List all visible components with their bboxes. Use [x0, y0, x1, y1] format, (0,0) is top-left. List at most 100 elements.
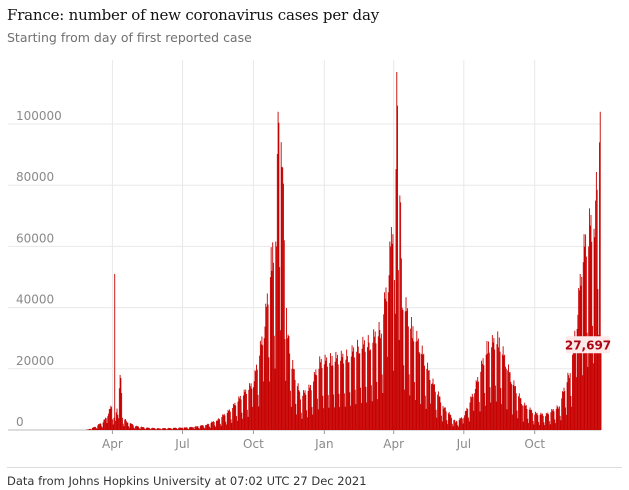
- daily-case-bar: [308, 384, 310, 430]
- daily-case-bar: [107, 416, 109, 430]
- daily-case-bar: [202, 425, 204, 430]
- daily-case-bar: [492, 342, 494, 430]
- daily-case-bar: [507, 370, 509, 430]
- daily-case-bar: [279, 330, 281, 430]
- daily-case-bar: [478, 402, 480, 430]
- daily-case-bar: [480, 371, 482, 430]
- daily-case-bar: [339, 406, 341, 430]
- daily-case-bar: [528, 409, 530, 430]
- daily-case-bar: [229, 411, 231, 430]
- daily-case-bar: [505, 368, 507, 430]
- daily-case-bar: [202, 425, 204, 430]
- daily-case-bar: [255, 371, 257, 430]
- daily-case-bar: [520, 398, 522, 430]
- daily-case-bar: [346, 349, 348, 430]
- daily-case-bar: [217, 419, 219, 430]
- daily-case-bar: [545, 412, 547, 430]
- daily-case-bar: [256, 364, 257, 430]
- daily-case-bar: [590, 214, 592, 430]
- daily-case-bar: [97, 425, 99, 430]
- daily-case-bar: [291, 368, 293, 430]
- daily-case-bar: [465, 410, 467, 430]
- daily-case-bar: [372, 342, 374, 430]
- daily-case-bar: [387, 356, 388, 430]
- daily-case-bar: [451, 417, 452, 430]
- daily-case-bar: [498, 337, 500, 430]
- daily-case-bar: [497, 331, 499, 430]
- daily-case-bar: [296, 386, 298, 430]
- daily-case-bar: [266, 306, 267, 430]
- daily-case-bar: [501, 404, 503, 430]
- daily-case-bar: [381, 374, 383, 430]
- daily-case-bar: [155, 429, 157, 430]
- daily-case-bar: [249, 383, 251, 430]
- daily-case-bar: [191, 426, 193, 430]
- daily-case-bar: [165, 429, 167, 430]
- daily-case-bar: [457, 426, 459, 430]
- daily-case-bar: [442, 405, 444, 430]
- daily-case-bar: [99, 423, 101, 430]
- daily-case-bar: [417, 338, 419, 430]
- daily-case-bar: [515, 393, 517, 430]
- daily-case-bar: [161, 429, 163, 430]
- daily-case-bar: [504, 366, 506, 430]
- daily-case-bar: [521, 405, 523, 430]
- daily-case-bar: [396, 72, 398, 430]
- daily-case-bar: [445, 411, 447, 430]
- daily-case-bar: [129, 423, 131, 430]
- daily-case-bar: [270, 247, 272, 430]
- daily-case-bar: [373, 329, 375, 430]
- daily-case-bar: [287, 334, 289, 430]
- daily-case-bar: [366, 402, 368, 430]
- daily-case-bar: [207, 423, 209, 430]
- daily-case-bar: [540, 412, 542, 430]
- daily-case-bar: [278, 122, 280, 431]
- daily-case-bar: [98, 424, 100, 430]
- daily-case-bar: [118, 418, 120, 430]
- daily-case-bar: [494, 385, 496, 430]
- daily-case-bar: [263, 381, 264, 430]
- daily-case-bar: [212, 421, 214, 430]
- daily-case-bar: [466, 407, 468, 430]
- daily-case-bar: [345, 359, 347, 430]
- daily-case-bar: [276, 154, 278, 430]
- daily-case-bar: [101, 426, 103, 430]
- daily-case-bar: [125, 420, 127, 430]
- daily-case-bar: [228, 410, 230, 430]
- callout-label: 27,697: [565, 338, 611, 352]
- daily-case-bar: [336, 358, 338, 430]
- daily-case-bar: [463, 417, 465, 430]
- daily-case-bar: [599, 142, 600, 430]
- daily-case-bar: [598, 334, 600, 430]
- daily-case-bar: [423, 353, 425, 430]
- daily-case-bar: [360, 387, 362, 430]
- daily-case-bar: [222, 414, 224, 430]
- daily-case-bar: [135, 425, 137, 430]
- daily-case-bar: [348, 362, 350, 430]
- daily-case-bar: [412, 326, 414, 430]
- daily-case-bar: [388, 275, 390, 430]
- daily-case-bar: [399, 195, 401, 430]
- daily-case-bar: [438, 396, 440, 430]
- daily-case-bar: [527, 418, 529, 430]
- daily-case-bar: [479, 411, 481, 430]
- daily-case-bar: [88, 429, 89, 430]
- daily-case-bar: [209, 426, 210, 430]
- daily-case-bar: [436, 417, 438, 430]
- daily-case-bar: [447, 424, 449, 430]
- daily-case-bar: [306, 417, 308, 430]
- daily-case-bar: [582, 375, 583, 430]
- daily-case-bar: [570, 396, 572, 430]
- daily-case-bar: [467, 409, 469, 430]
- daily-case-bar: [121, 393, 123, 430]
- daily-case-bar: [404, 389, 405, 430]
- daily-case-bar: [552, 408, 554, 430]
- daily-case-bar: [370, 349, 372, 430]
- daily-case-bar: [597, 289, 599, 430]
- x-tick-labels: Apr Jul Oct Jan Apr Jul Oct: [102, 437, 545, 451]
- daily-case-bar: [499, 351, 501, 430]
- daily-case-bar: [487, 353, 489, 430]
- daily-case-bar: [149, 428, 151, 430]
- daily-case-bar: [285, 380, 287, 430]
- daily-case-bar: [522, 421, 524, 430]
